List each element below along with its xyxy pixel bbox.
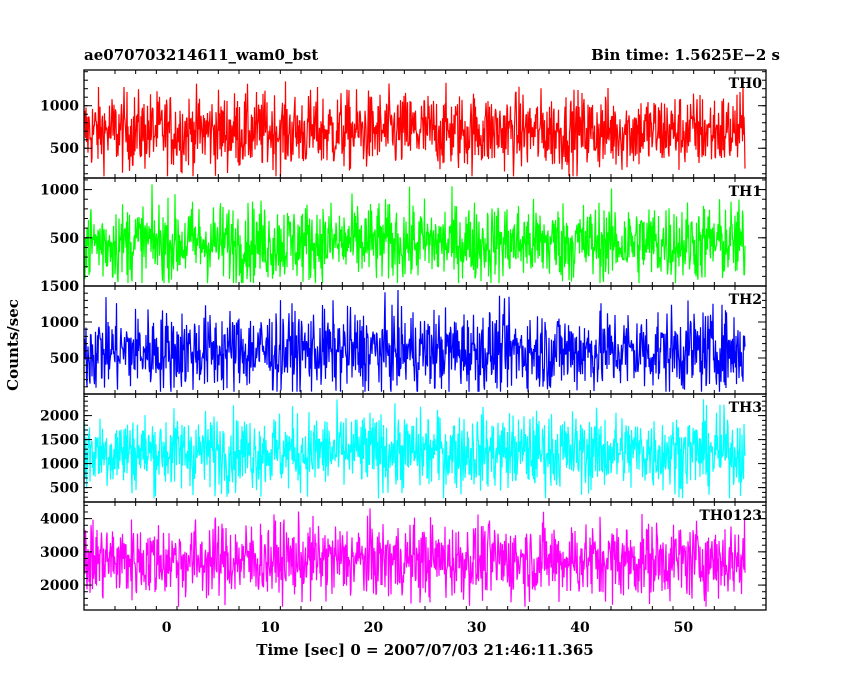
y-tick-label: 500 <box>50 231 79 247</box>
series-th1 <box>83 184 746 284</box>
x-tick-label: 0 <box>162 620 172 636</box>
panel-label-th2: TH2 <box>729 292 762 308</box>
chart-title-right: Bin time: 1.5625E−2 s <box>591 46 780 64</box>
x-tick-label: 30 <box>467 620 487 636</box>
y-tick-label: 4000 <box>40 512 79 528</box>
y-tick-label: 1000 <box>40 183 79 199</box>
panel-label-th3: TH3 <box>729 400 762 416</box>
y-tick-label: 1000 <box>40 99 79 115</box>
series-th0123 <box>83 508 746 607</box>
series-th2 <box>83 289 746 393</box>
y-axis-label: Counts/sec <box>4 299 22 391</box>
y-tick-label: 2000 <box>40 409 79 425</box>
y-tick-label: 3000 <box>40 545 79 561</box>
y-tick-label: 500 <box>50 141 79 157</box>
x-axis-label: Time [sec] 0 = 2007/07/03 21:46:11.365 <box>256 641 593 659</box>
series-th0 <box>83 80 746 177</box>
x-tick-label: 20 <box>364 620 384 636</box>
y-tick-label: 500 <box>50 481 79 497</box>
y-tick-label: 1500 <box>40 433 79 449</box>
x-tick-label: 50 <box>674 620 694 636</box>
panel-label-th0: TH0 <box>729 76 763 92</box>
y-tick-label: 0 <box>69 279 79 295</box>
x-tick-label: 40 <box>570 620 590 636</box>
panel-label-th1: TH1 <box>729 184 762 200</box>
y-tick-label: 2000 <box>40 578 79 594</box>
y-tick-label: 500 <box>50 351 79 367</box>
chart-title-left: ae070703214611_wam0_bst <box>84 46 318 64</box>
x-tick-label: 10 <box>260 620 280 636</box>
panel-label-th0123: TH0123 <box>699 508 762 524</box>
y-tick-label: 1500 <box>40 279 79 295</box>
y-tick-label: 1000 <box>40 315 79 331</box>
y-tick-label: 1000 <box>40 457 79 473</box>
series-th3 <box>83 399 746 499</box>
